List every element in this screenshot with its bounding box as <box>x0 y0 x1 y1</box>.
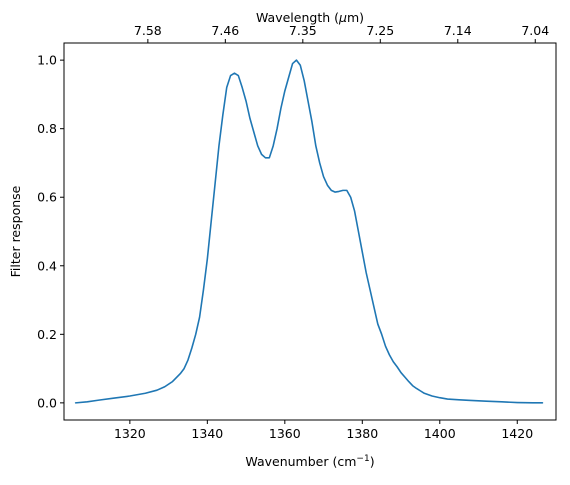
y-axis-left: 0.0 0.2 0.4 0.6 0.8 1.0 <box>37 53 64 410</box>
top-axis-title: Wavelength (μm) <box>256 10 364 25</box>
y-axis-title: Filter response <box>8 185 23 277</box>
x-axis-title-text: Wavenumber (cm <box>245 454 356 469</box>
y-tick-label: 0.8 <box>37 121 57 136</box>
y-tick-label: 0.0 <box>37 395 57 410</box>
x-tick-label: 1400 <box>424 426 456 441</box>
top-tick-label: 7.04 <box>521 23 549 38</box>
top-tick-label: 7.35 <box>289 23 317 38</box>
y-tick-label: 0.2 <box>37 327 57 342</box>
top-axis-title-suffix: m) <box>347 10 364 25</box>
x-axis-top: 7.58 7.46 7.35 7.25 7.14 7.04 <box>134 23 549 43</box>
top-axis-title-mu: μ <box>338 10 347 25</box>
x-tick-label: 1340 <box>191 426 223 441</box>
top-tick-label: 7.25 <box>366 23 394 38</box>
top-axis-title-prefix: Wavelength ( <box>256 10 339 25</box>
y-tick-label: 0.6 <box>37 190 57 205</box>
x-tick-label: 1320 <box>114 426 146 441</box>
x-tick-label: 1420 <box>501 426 533 441</box>
x-tick-label: 1380 <box>346 426 378 441</box>
series-line-0 <box>74 59 544 404</box>
x-axis-bottom: 1320 1340 1360 1380 1400 1420 <box>114 420 533 441</box>
x-axis-title-suffix: ) <box>370 454 375 469</box>
x-axis-title: Wavenumber (cm−1) <box>245 454 374 469</box>
top-tick-label: 7.46 <box>211 23 239 38</box>
y-tick-label: 1.0 <box>37 53 57 68</box>
top-tick-label: 7.14 <box>444 23 472 38</box>
plot-frame <box>63 42 557 421</box>
x-tick-label: 1360 <box>269 426 301 441</box>
top-tick-label: 7.58 <box>134 23 162 38</box>
x-axis-title-superscript: −1 <box>356 454 369 464</box>
plot-area <box>74 59 544 404</box>
y-tick-label: 0.4 <box>37 258 57 273</box>
